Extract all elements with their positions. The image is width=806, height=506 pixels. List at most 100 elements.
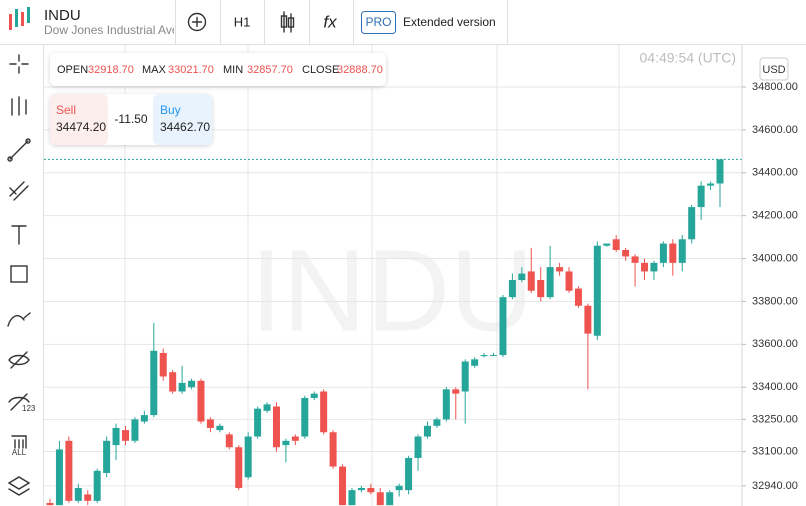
candle-body (339, 466, 347, 506)
currency[interactable]: USD (762, 64, 785, 76)
candle-body (490, 355, 498, 357)
candle-body (367, 487, 375, 493)
ohlc-panel (50, 53, 386, 86)
extended-version[interactable]: Extended version (403, 15, 496, 29)
candle-body (376, 492, 384, 506)
fib-tool[interactable] (9, 181, 29, 201)
icon (187, 12, 207, 32)
y-tick-label: 34800.00 (752, 81, 798, 93)
y-tick-label: 33800.00 (752, 295, 798, 307)
candle-body (433, 419, 441, 426)
logo-bar (15, 9, 18, 27)
candle-body (480, 355, 488, 357)
candle-body (659, 243, 667, 263)
candle-body (697, 185, 705, 208)
crosshair-tool[interactable] (9, 54, 29, 74)
candle-body (121, 430, 129, 441)
pro-label[interactable]: PRO (365, 15, 391, 29)
candle-body (442, 389, 450, 420)
icon (287, 17, 295, 28)
text-tool[interactable] (11, 225, 27, 245)
icon-label[interactable]: ALL (12, 448, 27, 457)
candle-body (527, 271, 535, 291)
logo-bar (21, 12, 24, 26)
candle-body (546, 267, 554, 298)
y-tick-label: 34000.00 (752, 252, 798, 264)
candle-body (93, 470, 101, 501)
chart-type-button[interactable] (280, 11, 295, 33)
candle-body (112, 427, 120, 446)
candle-body (131, 419, 139, 441)
candle-body (452, 389, 460, 394)
hide-tool[interactable] (8, 351, 30, 369)
candle-body (320, 391, 328, 433)
logo-bar (27, 7, 30, 23)
currency-box[interactable] (759, 57, 789, 81)
candle-body (499, 297, 507, 356)
layers-tool[interactable] (7, 476, 31, 496)
candle-body (423, 425, 431, 437)
hide-labels-tool[interactable] (8, 393, 30, 411)
y-tick-label: 33400.00 (752, 381, 798, 393)
candle-body (641, 262, 649, 272)
candle-body (612, 239, 620, 250)
pro-badge[interactable] (361, 11, 396, 34)
ohlc-value: 33021.70 (168, 64, 214, 76)
y-tick-label: 33600.00 (752, 338, 798, 350)
buy-button[interactable] (153, 94, 212, 145)
shape-tool[interactable] (10, 265, 28, 283)
toolbar (0, 0, 806, 44)
candle-body (178, 382, 186, 392)
candle-body (631, 256, 639, 263)
candle-body (688, 207, 696, 240)
clock: 04:49:54 (UTC) (640, 50, 736, 66)
ohlc-label: CLOSE (302, 64, 339, 76)
candle-body (197, 380, 205, 422)
candle-body (254, 408, 262, 437)
sell-price[interactable]: 34474.20 (56, 120, 106, 134)
ohlc-value: 32918.70 (88, 64, 134, 76)
candle-body (678, 239, 686, 263)
candle-body (103, 440, 111, 473)
candle-body (310, 393, 318, 398)
icon (191, 16, 203, 28)
buy-price[interactable]: 34462.70 (160, 120, 210, 134)
candle-body (225, 434, 233, 448)
candle-body (150, 350, 158, 416)
icon (280, 15, 288, 28)
sell-label[interactable]: Sell (56, 103, 76, 117)
icon-label[interactable]: 123 (22, 404, 36, 413)
ohlc-label: MIN (223, 64, 243, 76)
spread: -11.50 (114, 112, 147, 126)
symbol[interactable]: INDU (44, 7, 81, 24)
candle-body (357, 487, 365, 491)
ohlc-value: 32888.70 (337, 64, 383, 76)
indicators-tool[interactable] (11, 96, 27, 116)
symbol-name: Dow Jones Industrial Ave (44, 23, 179, 37)
candle-body (216, 425, 224, 431)
candle-body (716, 159, 724, 184)
line-tool[interactable] (9, 140, 29, 160)
icon (7, 156, 13, 162)
candle-body (650, 262, 658, 272)
candle-body (386, 492, 394, 506)
candle-body (55, 449, 63, 506)
ohlc-label: MAX (142, 64, 167, 76)
add-indicator-button[interactable] (187, 12, 207, 32)
sell-button[interactable] (50, 94, 108, 145)
candle-body (593, 245, 601, 336)
candle-body (518, 273, 526, 281)
timeframe[interactable]: H1 (234, 14, 251, 29)
function-button[interactable]: fx (323, 12, 337, 31)
candle-body (622, 249, 630, 257)
y-tick-label: 33100.00 (752, 445, 798, 457)
candles (44, 158, 742, 506)
delete-tool[interactable] (11, 435, 27, 449)
brush-tool[interactable] (7, 312, 31, 327)
buy-label[interactable]: Buy (160, 103, 181, 117)
ohlc-value: 32857.70 (247, 64, 293, 76)
icon (25, 138, 31, 144)
candle-body (461, 361, 469, 392)
candle-body (574, 288, 582, 306)
